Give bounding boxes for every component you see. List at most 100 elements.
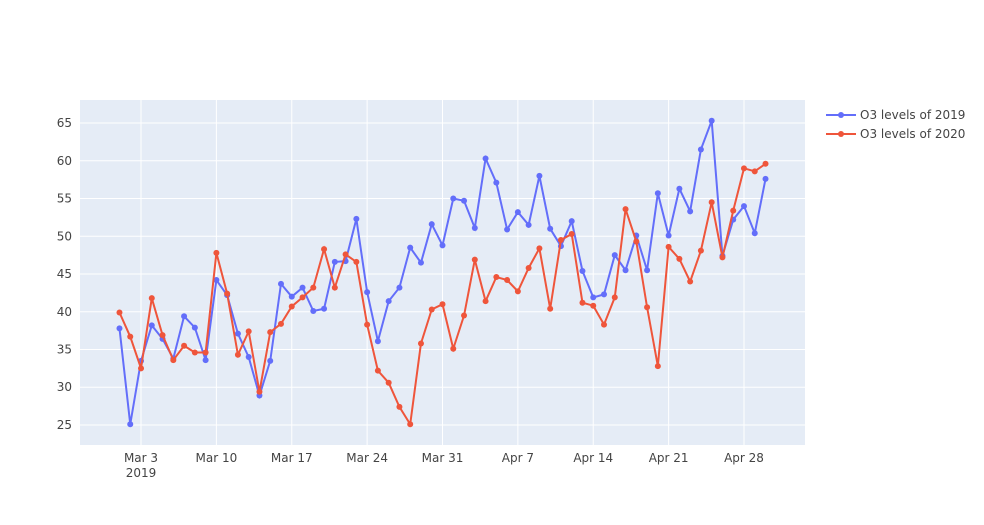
marker xyxy=(504,226,511,233)
marker xyxy=(450,195,457,202)
marker xyxy=(299,294,306,301)
marker xyxy=(191,349,198,356)
marker xyxy=(719,254,726,261)
marker xyxy=(450,345,457,352)
marker xyxy=(374,367,381,374)
marker xyxy=(267,329,274,336)
marker xyxy=(644,304,651,311)
marker xyxy=(687,208,694,215)
marker xyxy=(482,155,489,162)
marker xyxy=(148,322,155,329)
marker xyxy=(331,284,338,291)
marker xyxy=(590,302,597,309)
marker xyxy=(417,340,424,347)
y-tick-label: 55 xyxy=(57,192,72,206)
marker xyxy=(159,332,166,339)
marker xyxy=(288,303,295,310)
marker xyxy=(461,312,468,319)
marker xyxy=(471,256,478,263)
marker xyxy=(181,342,188,349)
marker xyxy=(687,278,694,285)
marker xyxy=(364,289,371,296)
marker xyxy=(697,247,704,254)
marker xyxy=(762,175,769,182)
marker xyxy=(601,321,608,328)
marker xyxy=(708,199,715,206)
marker xyxy=(310,284,317,291)
marker xyxy=(288,293,295,300)
marker xyxy=(353,258,360,265)
marker xyxy=(514,288,521,295)
marker xyxy=(310,308,317,315)
marker xyxy=(654,363,661,370)
marker xyxy=(331,258,338,265)
marker xyxy=(482,298,489,305)
y-tick-label: 50 xyxy=(57,229,72,243)
marker xyxy=(202,357,209,364)
x-tick-label: Mar 24 xyxy=(346,451,388,465)
marker xyxy=(611,294,618,301)
marker xyxy=(708,117,715,124)
marker xyxy=(148,295,155,302)
marker xyxy=(234,351,241,358)
legend-label: O3 levels of 2019 xyxy=(860,108,965,122)
x-tick-label: Apr 7 xyxy=(502,451,534,465)
y-tick-label: 65 xyxy=(57,116,72,130)
marker xyxy=(547,305,554,312)
marker xyxy=(299,284,306,291)
marker xyxy=(471,224,478,231)
marker xyxy=(751,168,758,175)
marker xyxy=(568,230,575,237)
marker xyxy=(417,259,424,266)
marker xyxy=(740,203,747,210)
y-tick-label: 60 xyxy=(57,154,72,168)
marker xyxy=(536,245,543,252)
marker xyxy=(579,267,586,274)
marker xyxy=(525,221,532,228)
marker xyxy=(116,309,123,316)
marker xyxy=(170,357,177,364)
marker xyxy=(611,252,618,259)
marker xyxy=(407,421,414,428)
marker xyxy=(644,267,651,274)
marker xyxy=(374,338,381,345)
marker xyxy=(730,207,737,214)
marker xyxy=(245,328,252,335)
marker xyxy=(525,264,532,271)
marker xyxy=(116,325,123,332)
marker xyxy=(762,160,769,167)
marker xyxy=(428,221,435,228)
marker xyxy=(697,146,704,153)
marker xyxy=(181,313,188,320)
marker xyxy=(191,324,198,331)
marker xyxy=(740,165,747,172)
marker xyxy=(665,232,672,239)
marker xyxy=(590,294,597,301)
marker xyxy=(601,291,608,298)
marker xyxy=(439,301,446,308)
marker xyxy=(633,238,640,245)
legend-label: O3 levels of 2020 xyxy=(860,127,965,141)
x-tick-label: Mar 17 xyxy=(271,451,313,465)
marker xyxy=(321,246,328,253)
marker xyxy=(504,277,511,284)
marker xyxy=(245,354,252,361)
marker xyxy=(127,421,134,428)
marker xyxy=(568,218,575,225)
marker xyxy=(202,349,209,356)
marker xyxy=(547,225,554,232)
x-tick-label: Mar 31 xyxy=(422,451,464,465)
marker xyxy=(536,172,543,179)
legend-marker xyxy=(838,112,844,118)
legend-marker xyxy=(838,131,844,137)
marker xyxy=(353,215,360,222)
marker xyxy=(493,179,500,186)
marker xyxy=(321,305,328,312)
marker xyxy=(342,251,349,258)
x-tick-label: Mar 3 2019 xyxy=(124,451,158,480)
marker xyxy=(267,357,274,364)
marker xyxy=(127,333,134,340)
marker xyxy=(493,274,500,281)
marker xyxy=(439,242,446,249)
marker xyxy=(407,244,414,251)
